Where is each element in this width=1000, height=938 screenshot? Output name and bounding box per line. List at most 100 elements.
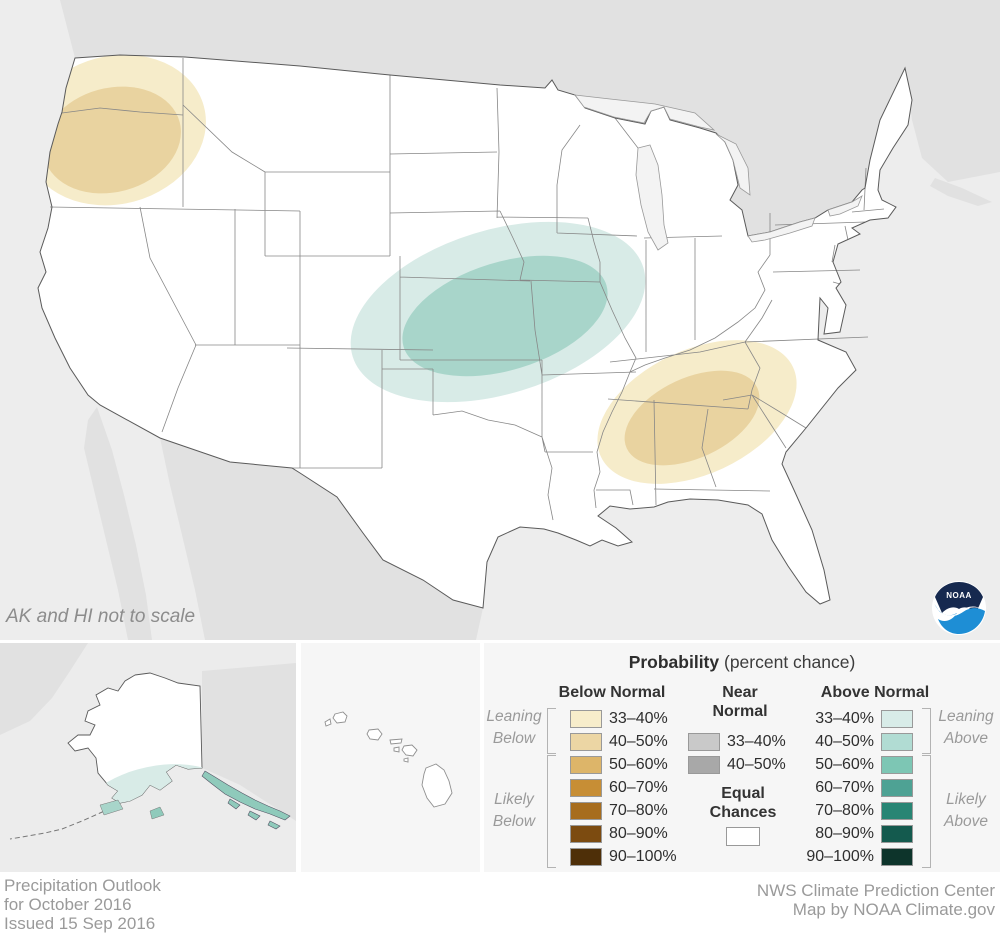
near-normal-label: 40–50% <box>727 755 786 773</box>
above-normal-swatch <box>881 755 913 774</box>
above-normal-row: 70–80% <box>802 799 913 822</box>
below-normal-row: 90–100% <box>570 845 677 868</box>
above-normal-row: 33–40% <box>802 707 913 730</box>
below-normal-swatch <box>570 732 602 751</box>
above-normal-row: 40–50% <box>802 730 913 753</box>
region-tennessee-valley-inner <box>624 370 760 466</box>
above-normal-label: 60–70% <box>815 778 874 796</box>
below-normal-swatch <box>570 755 602 774</box>
alaska-panhandle <box>201 770 291 821</box>
mexico-landmass <box>160 438 483 640</box>
above-normal-header: Above Normal <box>820 684 930 701</box>
hawaii-inset <box>301 643 480 872</box>
great-lakes <box>574 94 863 251</box>
footer-issued-line: Issued 15 Sep 2016 <box>4 914 156 933</box>
above-normal-swatch <box>881 709 913 728</box>
near-normal-row: 40–50% <box>688 753 786 776</box>
above-normal-label: 50–60% <box>815 755 874 773</box>
below-normal-label: 33–40% <box>609 709 668 727</box>
equal-chances-line1: Equal <box>721 785 765 802</box>
above-normal-swatch <box>881 847 913 866</box>
footer-left: Precipitation Outlook for October 2016 I… <box>4 876 161 933</box>
footer-credit-line: Map by NOAA Climate.gov <box>792 900 995 919</box>
legend: Probability (percent chance) Below Norma… <box>484 643 1000 872</box>
kodiak-island <box>149 806 165 820</box>
conus-map: AK and HI not to scale NOAA <box>0 0 1000 640</box>
legend-title-rest: (percent chance) <box>719 652 856 672</box>
likely-below-label: Likely Below <box>492 791 536 830</box>
footer-right: NWS Climate Prediction Center Map by NOA… <box>757 881 995 919</box>
likely-below-bracket <box>547 755 556 868</box>
below-normal-swatch <box>570 778 602 797</box>
noaa-logo-navy-field <box>935 582 983 613</box>
footer-period-line: for October 2016 <box>4 895 132 914</box>
above-normal-row: 90–100% <box>802 845 913 868</box>
lake-ontario <box>827 195 863 217</box>
near-header-line2: Normal <box>712 703 768 720</box>
hawaiian-islands <box>324 711 453 808</box>
baja-california-landmass <box>84 407 152 640</box>
hawaii-ocean <box>301 643 480 872</box>
footer-title-line: Precipitation Outlook <box>4 876 161 895</box>
canada-landmass <box>60 0 1000 236</box>
region-pacific-northwest-inner <box>43 86 181 194</box>
above-normal-row: 60–70% <box>802 776 913 799</box>
lake-michigan <box>635 144 669 251</box>
below-normal-row: 70–80% <box>570 799 677 822</box>
island-maui <box>401 744 418 757</box>
below-normal-swatch <box>570 824 602 843</box>
below-normal-row: 40–50% <box>570 730 677 753</box>
probability-shading <box>38 55 797 484</box>
above-normal-swatch <box>881 801 913 820</box>
noaa-logo-text: NOAA <box>946 591 972 600</box>
below-normal-rows: 33–40% 40–50% 50–60% 60–70% 70–80% 80–90% 90–1… <box>570 707 677 868</box>
below-normal-label: 40–50% <box>609 732 668 750</box>
equal-chances-line2: Chances <box>709 804 777 821</box>
island-molokai <box>389 738 403 745</box>
near-normal-label: 33–40% <box>727 732 786 750</box>
below-normal-row: 80–90% <box>570 822 677 845</box>
near-normal-row: 33–40% <box>688 730 786 753</box>
below-normal-label: 60–70% <box>609 778 668 796</box>
equal-chances-swatch <box>726 827 760 846</box>
above-normal-rows: 33–40% 40–50% 50–60% 60–70% 70–80% 80–90% 90–1… <box>802 707 913 868</box>
conus-map-svg <box>0 0 1000 640</box>
below-normal-label: 50–60% <box>609 755 668 773</box>
noaa-logo-blue-wave <box>934 604 985 634</box>
near-normal-swatch <box>688 755 720 774</box>
alaska-peninsula-shading <box>99 799 124 816</box>
panhandle-islets <box>227 798 281 830</box>
island-lanai <box>393 746 400 753</box>
noaa-logo: NOAA <box>932 581 986 635</box>
likely-above-label: Likely Above <box>944 791 988 830</box>
above-normal-swatch <box>881 732 913 751</box>
island-kauai <box>332 711 348 724</box>
above-normal-row: 80–90% <box>802 822 913 845</box>
above-normal-row: 50–60% <box>802 753 913 776</box>
leaning-below-bracket <box>547 708 556 754</box>
noaa-logo-gull <box>940 606 982 617</box>
above-normal-swatch <box>881 824 913 843</box>
leaning-below-label: Leaning Below <box>486 708 542 747</box>
below-normal-label: 80–90% <box>609 824 668 842</box>
lake-huron <box>715 133 751 196</box>
island-niihau <box>324 718 332 727</box>
island-kahoolawe <box>403 757 409 763</box>
footer-agency-line: NWS Climate Prediction Center <box>756 881 995 900</box>
below-normal-row: 50–60% <box>570 753 677 776</box>
below-normal-header: Below Normal <box>558 684 666 701</box>
aleutian-islands <box>9 804 119 840</box>
footer: Precipitation Outlook for October 2016 I… <box>0 872 1000 938</box>
below-normal-label: 70–80% <box>609 801 668 819</box>
equal-chances-block: Equal Chances <box>684 784 802 851</box>
above-normal-label: 90–100% <box>806 847 874 865</box>
near-normal-header: Near Normal <box>680 683 800 721</box>
lake-erie <box>747 217 816 243</box>
above-normal-label: 40–50% <box>815 732 874 750</box>
below-normal-swatch <box>570 709 602 728</box>
above-normal-label: 33–40% <box>815 709 874 727</box>
island-oahu <box>366 728 383 741</box>
leaning-above-label: Leaning Above <box>938 708 994 747</box>
likely-above-bracket <box>922 755 931 868</box>
